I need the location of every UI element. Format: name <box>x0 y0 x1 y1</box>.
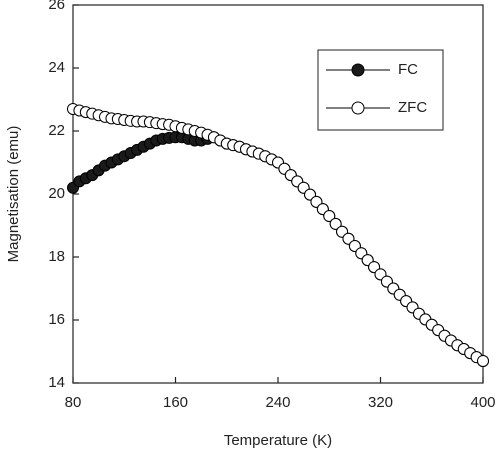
legend-marker <box>351 63 365 77</box>
y-axis-label: Magnetisation (emu) <box>5 126 22 263</box>
x-tick-label: 400 <box>470 394 495 411</box>
legend-marker <box>351 101 365 115</box>
data-point <box>477 354 489 367</box>
x-tick-label: 240 <box>265 394 290 411</box>
y-tick-label: 20 <box>48 185 65 202</box>
y-tick-label: 14 <box>48 374 65 391</box>
y-tick-label: 26 <box>48 0 65 13</box>
data-point <box>323 210 336 223</box>
y-tick-label: 22 <box>48 122 65 139</box>
legend-box <box>317 49 444 131</box>
series-line <box>72 136 484 362</box>
data-point <box>329 217 342 230</box>
legend-label: FC <box>398 61 418 78</box>
y-tick-label: 18 <box>48 248 65 265</box>
legend-label: ZFC <box>398 99 427 116</box>
x-axis-label: Temperature (K) <box>224 432 332 449</box>
y-tick-label: 16 <box>48 311 65 328</box>
x-tick-label: 80 <box>65 394 82 411</box>
y-tick-label: 24 <box>48 59 65 76</box>
x-tick-label: 160 <box>163 394 188 411</box>
x-tick-label: 320 <box>368 394 393 411</box>
